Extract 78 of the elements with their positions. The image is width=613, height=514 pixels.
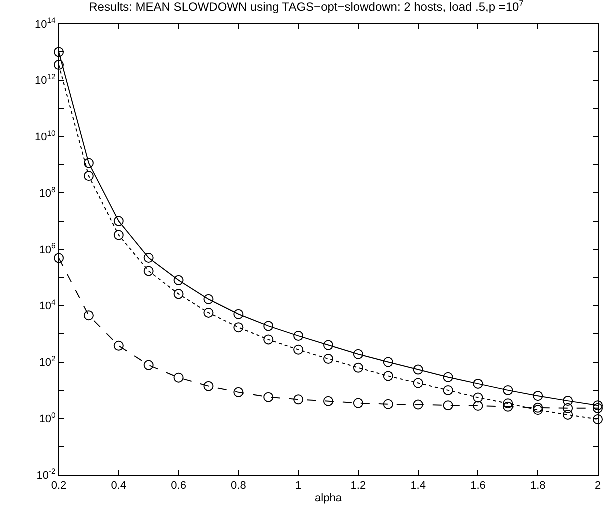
point [234,309,244,320]
point [84,158,94,168]
point [563,396,574,406]
point [84,171,94,182]
point [264,321,274,332]
point [204,308,214,318]
x-axis-title: alpha [315,492,343,504]
point [144,266,154,276]
point [353,398,364,408]
point [204,294,214,304]
point [114,216,124,226]
x-tick-label: 1.8 [530,480,546,492]
y-tick-label: 10$^{-2}$ [36,467,56,482]
point [204,381,214,392]
point [324,354,334,364]
point [503,398,514,409]
point [294,394,304,405]
point [413,364,424,375]
x-tick-label: 2 [594,480,602,492]
point [234,322,244,333]
point [54,60,64,70]
y-tick-label: 10$^{4}$ [39,298,57,313]
point [264,334,274,345]
point [473,401,484,412]
point [443,385,454,396]
point [144,360,154,370]
point [144,252,154,263]
point [443,372,454,382]
x-tick-label: 1.2 [350,480,366,492]
chart-title: Results: MEAN SLOWDOWN using TAGS−opt−slowdown: 2 hosts, load .5,p =10$^{7}$ [89,0,524,14]
point [294,331,304,342]
x-tick-label: 1.6 [470,480,486,492]
x-tick-label: 0.8 [231,480,246,492]
point [324,396,334,406]
point [503,385,514,396]
point [383,371,394,382]
point [413,378,424,388]
y-tick-label: 10$^{12}$ [34,72,56,88]
point [533,391,544,402]
point [54,253,64,264]
point [353,349,364,360]
point [174,289,184,300]
point [234,387,244,398]
point [593,400,603,411]
point [563,403,574,414]
point [353,362,364,373]
point [533,405,544,416]
point [84,310,94,321]
point [413,400,424,410]
x-tick-label: 1 [295,480,302,492]
point [114,230,124,240]
y-tick-label: 10$^{8}$ [39,185,56,200]
point [503,402,514,412]
y-tick-label: 10$^{14}$ [34,16,57,31]
x-tick-label: 0.6 [171,480,186,492]
point [563,410,574,420]
point [324,340,334,350]
y-tick-label: 10$^{6}$ [39,242,56,256]
point [443,400,454,411]
x-tick-label: 1.4 [410,480,426,492]
point [533,402,544,413]
y-tick-label: 10$^{0}$ [39,410,56,426]
point [174,372,184,383]
point [473,392,484,403]
point [383,399,394,410]
point [473,378,484,389]
y-tick-label: 10$^{10}$ [34,128,56,144]
x-tick-label: 0.4 [111,480,127,492]
point [174,275,184,286]
point [54,47,64,58]
x-tick-label: 0.2 [51,480,67,492]
point [593,414,603,425]
point [294,344,304,355]
point [383,357,394,368]
point [593,403,603,414]
y-tick-label: 10$^{2}$ [39,354,56,370]
point [264,392,274,402]
point [114,340,124,351]
